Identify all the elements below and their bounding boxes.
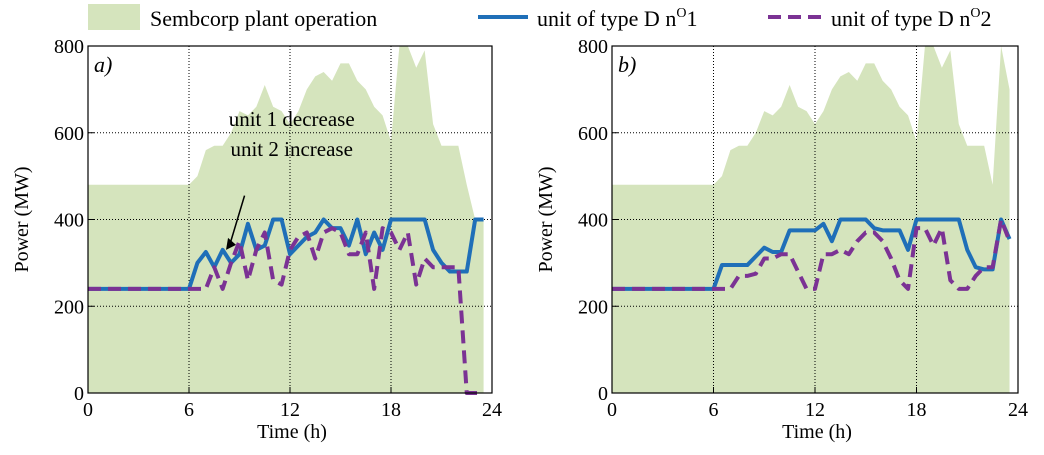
tick-label-y-400-a: 400 <box>54 210 84 232</box>
tick-label-y-800-b: 800 <box>578 36 608 58</box>
tick-label-x-0-a: 0 <box>83 399 93 421</box>
legend-label-unit2-sup: O <box>970 6 980 21</box>
tick-label-y-400-b: 400 <box>578 210 608 232</box>
legend-label-unit1-suffix: 1 <box>686 6 697 31</box>
tick-label-x-24-a: 24 <box>482 399 502 421</box>
series-line-unit2-b <box>612 217 1012 291</box>
tick-label-y-600-b: 600 <box>578 123 608 145</box>
tick-label-x-6-a: 6 <box>184 399 194 421</box>
x-axis-title-a: Time (h) <box>257 421 327 443</box>
legend-label-unit2: unit of type D nO2 <box>831 6 991 31</box>
legend: Sembcorp plant operation unit of type D … <box>88 4 991 31</box>
tick-label-x-18-b: 18 <box>907 399 927 421</box>
tick-label-x-0-b: 0 <box>607 399 617 421</box>
annotation-arrow-shaft <box>229 195 246 245</box>
x-axis-title-b: Time (h) <box>782 421 852 443</box>
legend-label-unit2-main: unit of type D n <box>831 6 970 31</box>
tick-label-x-18-a: 18 <box>381 399 401 421</box>
tick-label-x-24-b: 24 <box>1008 399 1028 421</box>
tick-label-y-200-a: 200 <box>54 296 84 318</box>
tick-label-x-6-b: 6 <box>709 399 719 421</box>
tick-label-y-0-a: 0 <box>74 383 84 405</box>
legend-label-unit1-sup: O <box>676 6 686 21</box>
annotation-line-2: unit 2 increase <box>230 137 352 161</box>
chart-panel-b: 0 6 12 18 24 0 200 400 600 800 Time (h) Power (MW) b… <box>535 36 1028 443</box>
series-line-unit1-b <box>612 217 1012 291</box>
legend-swatch-area <box>88 4 140 30</box>
legend-label-area: Sembcorp plant operation <box>150 6 377 31</box>
tick-label-y-200-b: 200 <box>578 296 608 318</box>
annotation-arrow-head <box>226 237 237 250</box>
tick-label-y-800-a: 800 <box>54 36 84 58</box>
annotation-line-1: unit 1 decrease <box>229 107 355 131</box>
tick-label-x-12-b: 12 <box>805 399 825 421</box>
y-axis-title-a: Power (MW) <box>11 166 33 272</box>
legend-label-unit2-suffix: 2 <box>980 6 991 31</box>
tick-label-x-12-a: 12 <box>280 399 300 421</box>
tick-label-y-600-a: 600 <box>54 123 84 145</box>
legend-label-unit1: unit of type D nO1 <box>537 6 697 31</box>
tick-label-y-0-b: 0 <box>598 383 608 405</box>
legend-label-unit1-main: unit of type D n <box>537 6 676 31</box>
panel-label-b: b) <box>618 52 636 77</box>
y-axis-title-b: Power (MW) <box>535 166 557 272</box>
area-plant-operation-a <box>88 46 484 393</box>
panel-label-a: a) <box>94 52 112 77</box>
series-line-unit2-a <box>88 226 484 395</box>
chart-panel-a: 0 6 12 18 24 0 200 400 600 800 Time (h) Power (MW) a… <box>11 36 502 443</box>
